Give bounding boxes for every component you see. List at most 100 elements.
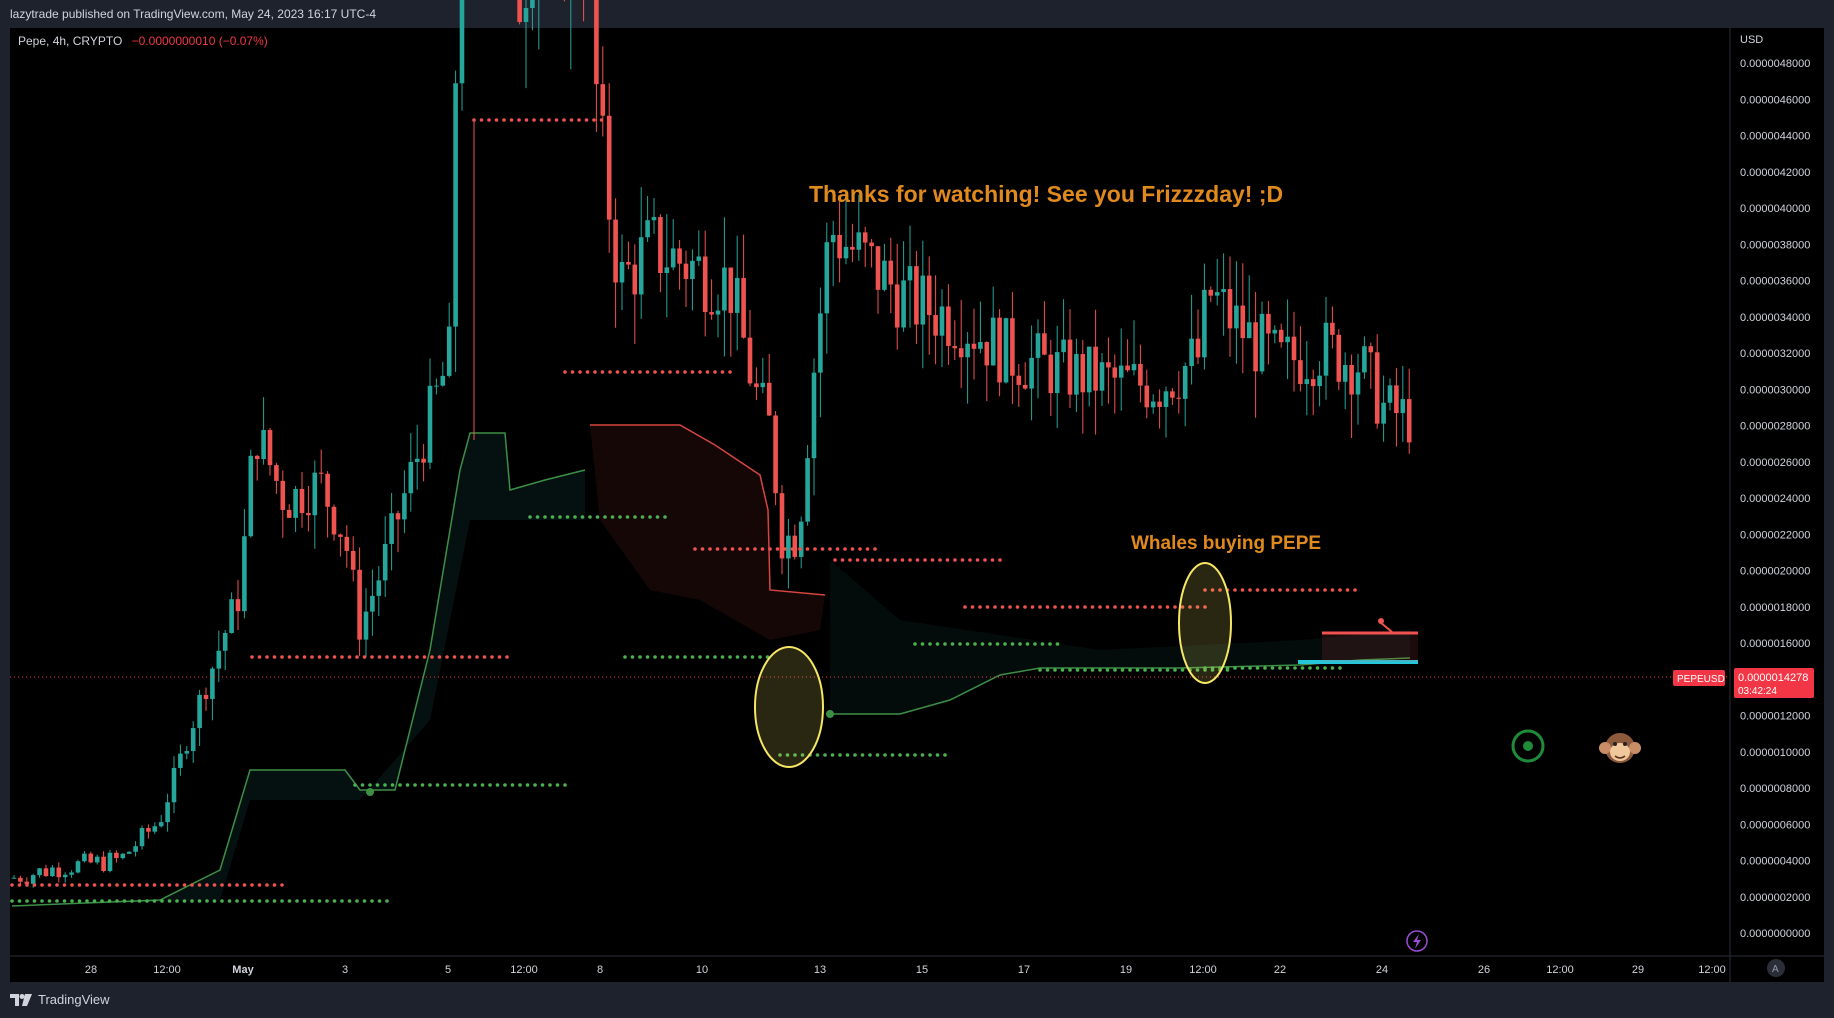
candle-body (856, 232, 862, 250)
candle-body (702, 256, 708, 313)
whale-highlight-ellipse[interactable] (1178, 562, 1232, 684)
price-axis-tick: 0.0000040000 (1740, 203, 1810, 215)
pivot-dot (588, 515, 592, 519)
pivot-dot (858, 547, 862, 551)
chart-frame[interactable] (10, 28, 1824, 982)
pivot-dot (953, 558, 957, 562)
pivot-dot (1293, 588, 1297, 592)
last-price-value: 0.0000014278 (1738, 672, 1808, 684)
pivot-dot (998, 558, 1002, 562)
pivot-dot (760, 547, 765, 551)
pivot-dot (840, 558, 845, 562)
tradingview-brand[interactable]: TradingView (10, 992, 110, 1007)
bar-countdown: 03:42:24 (1738, 686, 1777, 697)
symbol-legend[interactable]: Pepe, 4h, CRYPTO −0.0000000010 (−0.07%) (18, 34, 268, 48)
pivot-dot (905, 753, 910, 757)
candle-body (414, 458, 420, 462)
candle-body (875, 246, 881, 290)
candle-body (293, 488, 298, 518)
candle-body (357, 569, 362, 640)
whale-highlight-ellipse[interactable] (754, 646, 824, 768)
pivot-dot (435, 783, 440, 787)
pivot-dot (197, 883, 202, 887)
range-box[interactable] (1322, 633, 1418, 662)
thanks-annotation[interactable]: Thanks for watching! See you Frizzzday! … (809, 181, 1283, 207)
pivot-dot (325, 655, 329, 659)
candle-body (1310, 379, 1316, 387)
pivot-dot (272, 883, 277, 887)
pivot-dot (1053, 668, 1057, 672)
pivot-dot (980, 642, 985, 646)
pivot-dot (1173, 668, 1177, 672)
pivot-dot (40, 883, 44, 887)
candle-body (1176, 397, 1182, 399)
pivot-dot (893, 558, 897, 562)
candle-body (242, 536, 247, 612)
pivot-dot (70, 899, 74, 903)
pivot-dot (287, 655, 292, 659)
monkey-icon[interactable] (1599, 733, 1641, 763)
pivot-dot (675, 655, 680, 659)
pivot-dot (1090, 668, 1095, 672)
pivot-dot (1083, 605, 1087, 609)
price-axis-tick: 0.0000002000 (1740, 892, 1810, 904)
pivot-dot (988, 642, 992, 646)
pivot-dot (1143, 605, 1147, 609)
pivot-dot (990, 558, 995, 562)
pivot-dot (1000, 605, 1005, 609)
pivot-dot (392, 655, 397, 659)
pivot-dot (145, 899, 149, 903)
candle-body (926, 275, 932, 316)
pivot-dot (928, 642, 932, 646)
pivot-dot (983, 558, 987, 562)
candle-body (1202, 289, 1207, 358)
candle-body (101, 856, 106, 871)
pivot-dot (528, 515, 532, 519)
candle-body (1240, 305, 1246, 339)
pivot-dot (1338, 666, 1342, 670)
pivot-dot (1015, 605, 1020, 609)
pivot-dot (1120, 668, 1125, 672)
price-axis[interactable]: 0.0000048000 0.0000046000 0.0000044000 0.00… (1740, 58, 1810, 940)
candle-body (350, 550, 356, 570)
pivot-dot (167, 899, 172, 903)
whales-annotation[interactable]: Whales buying PEPE (1131, 533, 1321, 554)
target-icon[interactable] (1511, 729, 1545, 763)
pivot-dot (332, 899, 337, 903)
candle-body (1266, 313, 1271, 334)
pivot-dot (898, 753, 902, 757)
candle-body (1067, 339, 1073, 395)
candle-body (216, 650, 222, 669)
pivot-dot (913, 753, 917, 757)
lightning-icon[interactable] (1406, 930, 1428, 952)
pivot-dot (220, 883, 224, 887)
candle-body (254, 455, 260, 460)
candle-body (914, 266, 919, 325)
pivot-dot (1038, 668, 1042, 672)
candle-body (210, 668, 215, 699)
pivot-dot (40, 899, 44, 903)
price-axis-tick: 0.0000036000 (1740, 276, 1810, 288)
pivot-dot (490, 655, 494, 659)
pivot-dot (630, 370, 635, 374)
pivot-dot (1255, 588, 1260, 592)
candle-body (683, 263, 689, 279)
pivot-dot (524, 118, 529, 122)
candle-body (146, 828, 151, 832)
pivot-dot (565, 515, 570, 519)
candle-body (779, 493, 785, 559)
arrow-marker-head[interactable] (1378, 618, 1384, 624)
candle-body (1086, 346, 1092, 393)
time-axis[interactable]: 28 12:00 May 3 5 12:00 8 10 13 15 17 19 12:00 22 24 26 1… (85, 964, 1726, 976)
pivot-dot (317, 899, 322, 903)
auto-scale-button[interactable] (1767, 959, 1785, 977)
candle-body (1048, 354, 1054, 394)
candle-body (1080, 354, 1086, 393)
pivot-dot (675, 370, 680, 374)
pivot-dot (242, 883, 247, 887)
pivot-dot (1270, 588, 1275, 592)
pivot-dot (750, 655, 755, 659)
candle-body (107, 852, 113, 871)
time-axis-tick: 12:00 (153, 964, 181, 976)
